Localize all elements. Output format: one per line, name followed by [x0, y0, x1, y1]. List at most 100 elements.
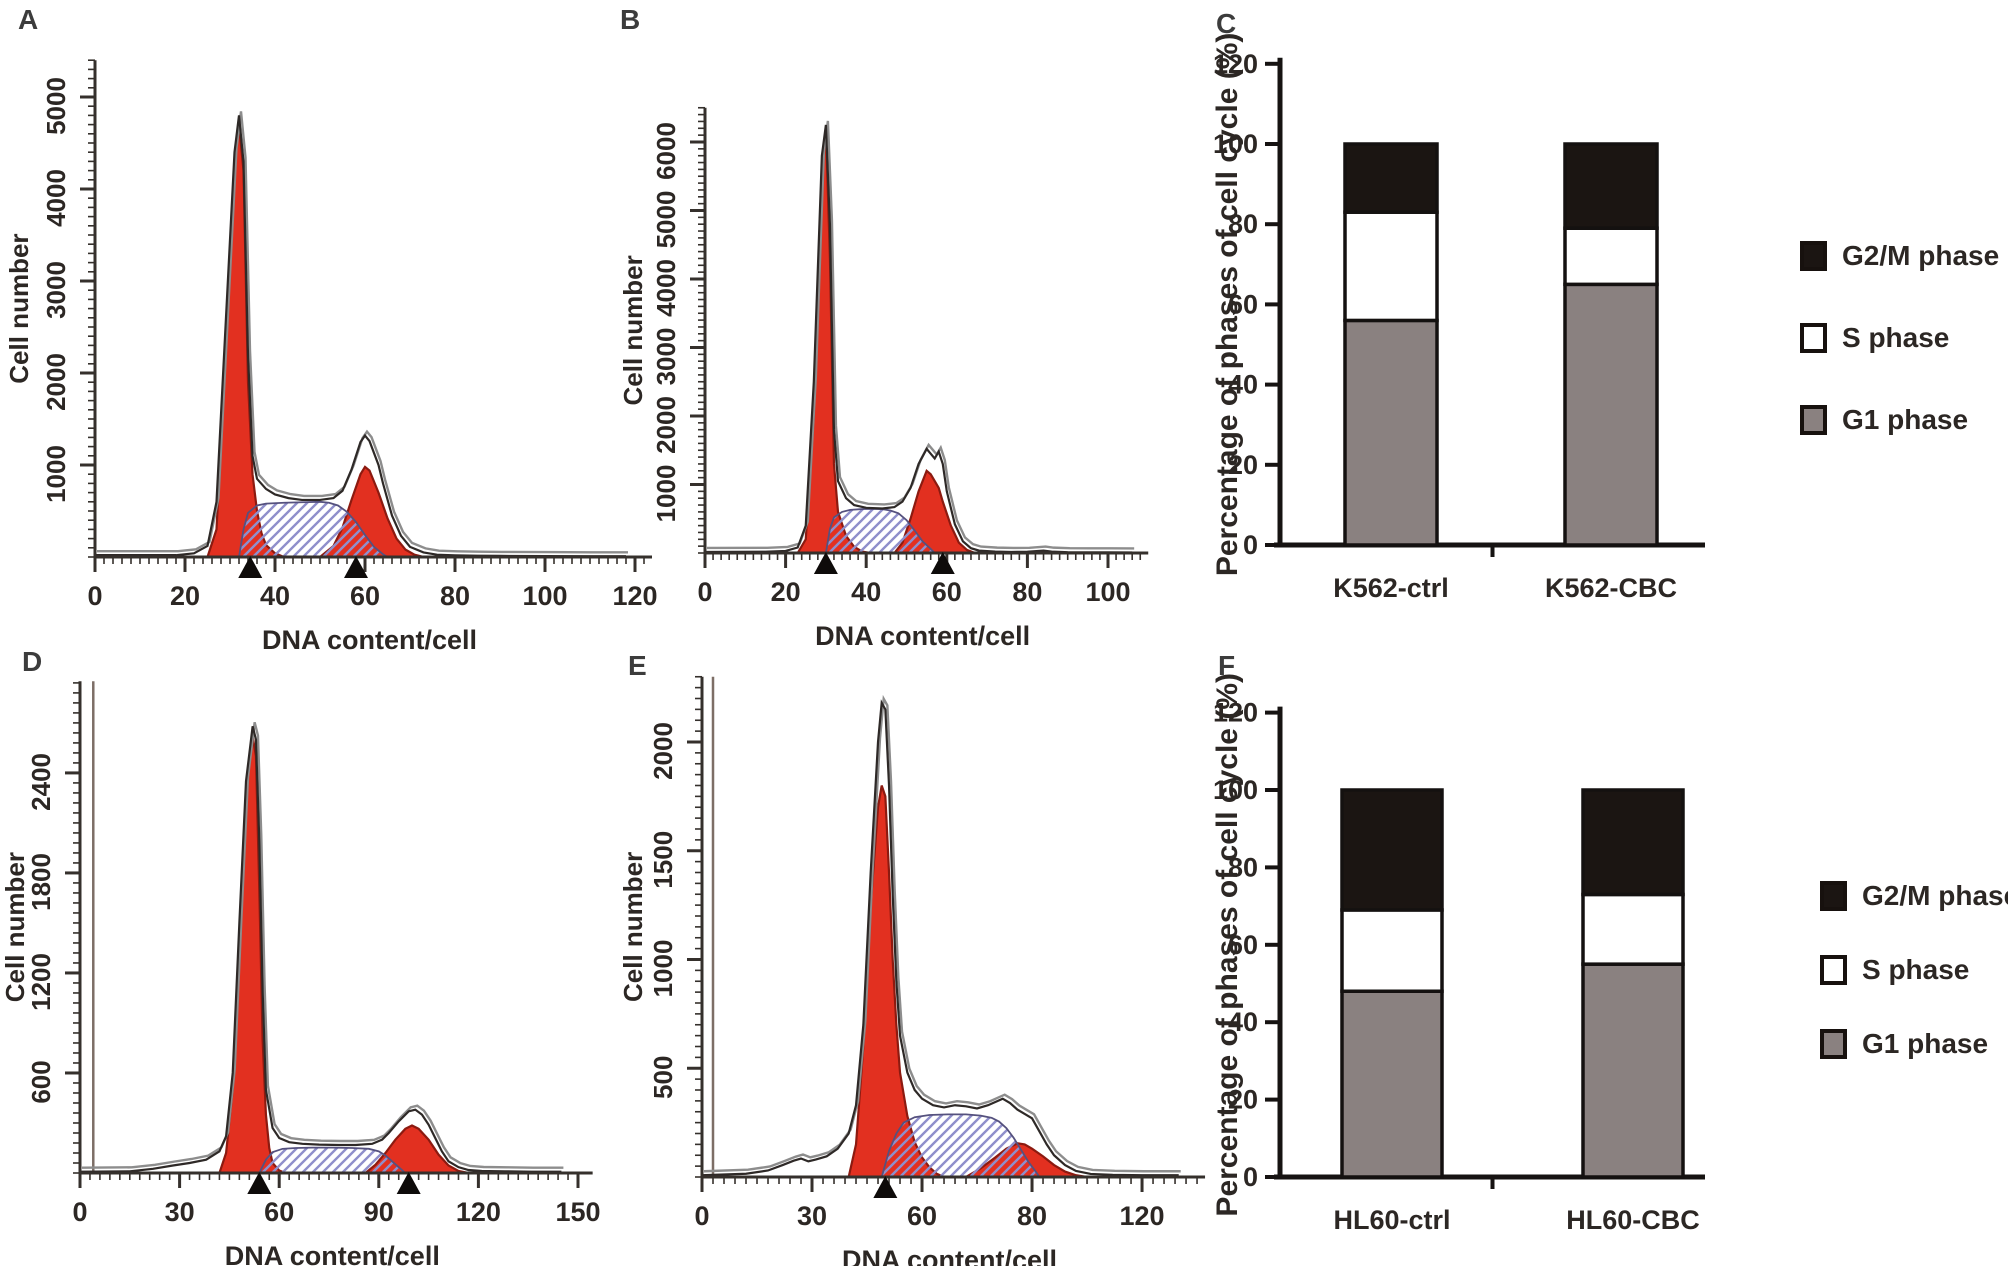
s-phase-swatch-icon	[1800, 323, 1827, 353]
svg-text:90: 90	[364, 1197, 394, 1227]
svg-text:K562-ctrl: K562-ctrl	[1333, 573, 1449, 603]
panel-label-a: A	[18, 4, 39, 35]
svg-text:1800: 1800	[26, 853, 56, 911]
svg-text:60: 60	[932, 577, 962, 607]
panel-label-d: D	[22, 646, 43, 677]
panel-b-flow-histogram-k562-cbc: 0 20 40 60 80 100 1000 2000 3000 4000 5000 6000 DNA …	[618, 106, 1149, 651]
svg-text:20: 20	[771, 577, 801, 607]
svg-text:2000: 2000	[648, 722, 678, 780]
svg-text:80: 80	[1228, 209, 1258, 239]
svg-text:2000: 2000	[651, 396, 681, 454]
svg-text:DNA content/cell: DNA content/cell	[225, 1241, 440, 1266]
svg-text:600: 600	[26, 1060, 56, 1103]
legend-label: G2/M phase	[1842, 240, 2000, 271]
svg-text:120: 120	[612, 581, 657, 611]
svg-text:100: 100	[1085, 577, 1130, 607]
legend-label: G2/M phase	[1862, 880, 2008, 911]
panel-label-f: F	[1218, 650, 1236, 681]
panel-f-stacked-bar-chart-hl60: 0 20 40 60 80 100 120 HL60-ctrl HL60-CBC Percenta…	[1211, 673, 1705, 1235]
svg-text:1200: 1200	[26, 953, 56, 1011]
svg-text:0: 0	[1243, 1162, 1258, 1192]
svg-text:Cell number: Cell number	[618, 852, 648, 1002]
svg-text:4000: 4000	[651, 259, 681, 317]
svg-text:Percentage of phases of cell c: Percentage of phases of cell cycle (%)	[1211, 33, 1244, 577]
svg-text:120: 120	[1213, 49, 1258, 79]
svg-text:3000: 3000	[651, 328, 681, 386]
legend-cell-cycle-phases-k562: G2/M phase S phase G1 phase	[1800, 240, 1999, 436]
svg-text:Cell number: Cell number	[4, 233, 34, 383]
svg-text:60: 60	[907, 1201, 937, 1231]
legend-label: S phase	[1862, 954, 1970, 985]
svg-text:120: 120	[1213, 698, 1258, 728]
g2m-phase-swatch-icon	[1820, 881, 1847, 911]
svg-text:0: 0	[87, 581, 102, 611]
svg-text:500: 500	[648, 1056, 678, 1099]
svg-text:100: 100	[1213, 775, 1258, 805]
svg-text:60: 60	[350, 581, 380, 611]
svg-text:1500: 1500	[648, 831, 678, 889]
svg-text:40: 40	[1228, 370, 1258, 400]
s-phase-swatch-icon	[1820, 955, 1847, 985]
svg-text:20: 20	[1228, 1085, 1258, 1115]
svg-text:60: 60	[1228, 930, 1258, 960]
svg-text:Cell number: Cell number	[0, 852, 30, 1002]
svg-text:60: 60	[1228, 289, 1258, 319]
svg-text:30: 30	[797, 1201, 827, 1231]
svg-text:60: 60	[264, 1197, 294, 1227]
svg-text:40: 40	[260, 581, 290, 611]
svg-text:5000: 5000	[651, 191, 681, 249]
svg-text:0: 0	[72, 1197, 87, 1227]
svg-text:HL60-ctrl: HL60-ctrl	[1333, 1205, 1450, 1235]
g2m-phase-swatch-icon	[1800, 241, 1827, 271]
panel-label-e: E	[628, 650, 647, 681]
legend-item-s: S phase	[1820, 954, 2008, 986]
g1-phase-swatch-icon	[1820, 1029, 1847, 1059]
svg-text:40: 40	[851, 577, 881, 607]
svg-text:3000: 3000	[41, 261, 71, 319]
svg-text:DNA content/cell: DNA content/cell	[842, 1245, 1057, 1266]
panel-a-flow-histogram-k562-ctrl: 0 20 40 60 80 100 120 1000 2000 3000 4000 5000 DNA c…	[4, 59, 658, 655]
svg-text:30: 30	[165, 1197, 195, 1227]
svg-text:2400: 2400	[26, 753, 56, 811]
svg-text:Percentage of phases of cell c: Percentage of phases of cell cycle (%)	[1211, 673, 1244, 1217]
legend-item-g1: G1 phase	[1800, 404, 1999, 436]
svg-text:4000: 4000	[41, 169, 71, 227]
svg-text:DNA content/cell: DNA content/cell	[262, 625, 477, 655]
svg-text:100: 100	[522, 581, 567, 611]
svg-text:80: 80	[440, 581, 470, 611]
svg-text:DNA content/cell: DNA content/cell	[815, 621, 1030, 651]
legend-cell-cycle-phases-hl60: G2/M phase S phase G1 phase	[1820, 880, 2008, 1060]
legend-item-g2m: G2/M phase	[1820, 880, 2008, 912]
svg-text:Cell number: Cell number	[618, 255, 648, 405]
svg-text:150: 150	[555, 1197, 600, 1227]
svg-text:20: 20	[170, 581, 200, 611]
panel-c-stacked-bar-chart-k562: 0 20 40 60 80 100 120 K562-ctrl K562-CBC Percenta…	[1211, 33, 1705, 603]
legend-item-s: S phase	[1800, 322, 1999, 354]
svg-text:20: 20	[1228, 450, 1258, 480]
panel-label-c: C	[1216, 8, 1237, 39]
svg-text:0: 0	[1243, 530, 1258, 560]
legend-label: G1 phase	[1862, 1028, 1989, 1059]
legend-item-g2m: G2/M phase	[1800, 240, 1999, 272]
svg-text:80: 80	[1012, 577, 1042, 607]
svg-text:100: 100	[1213, 129, 1258, 159]
svg-text:80: 80	[1228, 852, 1258, 882]
svg-text:120: 120	[456, 1197, 501, 1227]
panel-label-b: B	[620, 4, 641, 35]
svg-text:40: 40	[1228, 1007, 1258, 1037]
svg-text:2000: 2000	[41, 353, 71, 411]
legend-item-g1: G1 phase	[1820, 1028, 2008, 1060]
svg-text:120: 120	[1120, 1201, 1165, 1231]
svg-text:1000: 1000	[648, 940, 678, 998]
svg-text:1000: 1000	[41, 445, 71, 503]
g1-phase-swatch-icon	[1800, 405, 1827, 435]
svg-text:0: 0	[694, 1201, 709, 1231]
svg-text:5000: 5000	[41, 77, 71, 135]
legend-label: G1 phase	[1842, 404, 1969, 435]
svg-text:0: 0	[697, 577, 712, 607]
svg-text:6000: 6000	[651, 122, 681, 180]
panel-d-flow-histogram-hl60-ctrl: 0 30 60 90 120 150 600 1200 1800 2400 DNA content/…	[0, 681, 601, 1266]
panel-e-flow-histogram-hl60-cbc: 0 30 60 80 120 500 1000 1500 2000 DNA content/cel…	[618, 675, 1206, 1266]
svg-text:80: 80	[1017, 1201, 1047, 1231]
